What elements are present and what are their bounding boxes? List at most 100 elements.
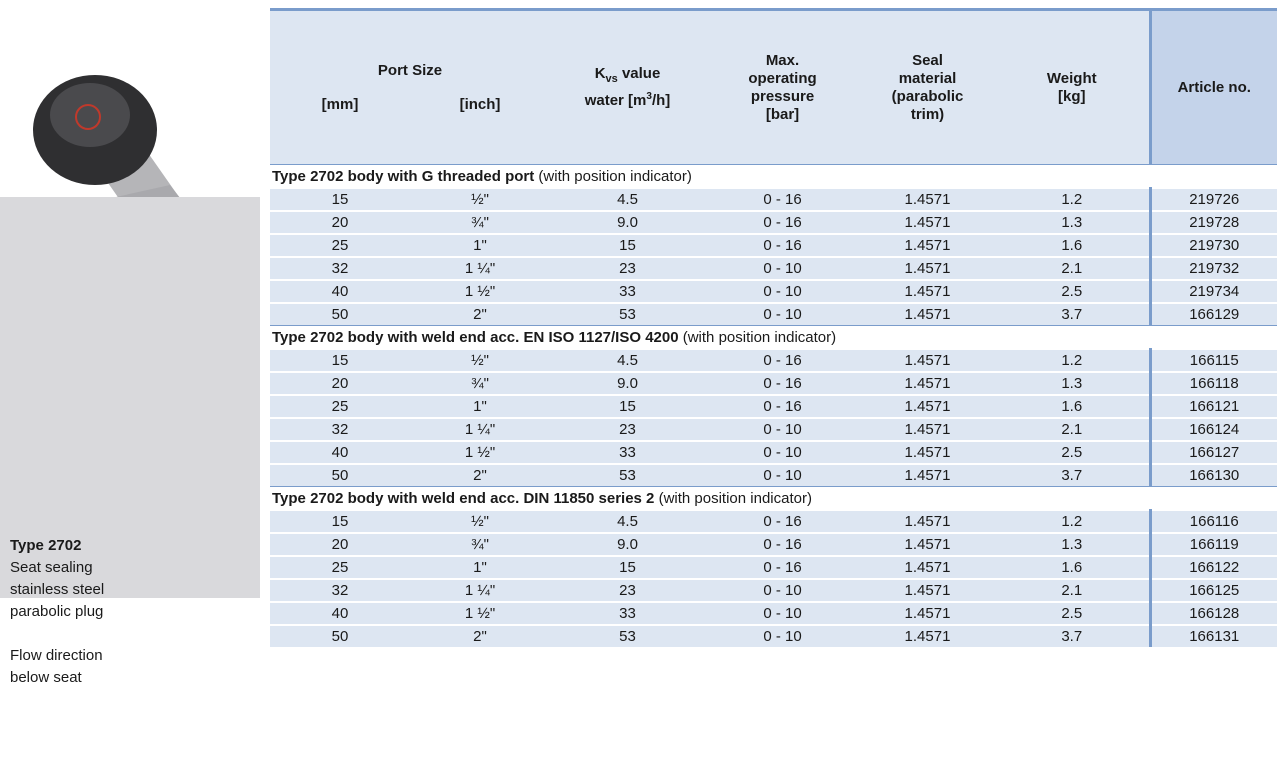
- cell: 1.4571: [860, 555, 995, 579]
- cell: 50: [270, 302, 410, 326]
- header-text: Port Size: [377, 61, 443, 79]
- cell: 166119: [1148, 532, 1277, 556]
- cell: 0 - 10: [705, 578, 860, 602]
- section-row: Type 2702 body with G threaded port (wit…: [270, 164, 1277, 189]
- product-panel: Type 2702 Seat sealing stainless steel par…: [0, 197, 260, 686]
- description-line: parabolic plug: [10, 603, 104, 620]
- data-row: 25 1" 15 0 - 16 1.4571 1.6 166122: [270, 555, 1277, 579]
- section-note: (with position indicator): [654, 489, 812, 507]
- weight-header: Weight [kg]: [995, 8, 1150, 165]
- cell: 32: [270, 256, 410, 280]
- cell: ½": [410, 348, 550, 372]
- cell: 1.6: [995, 233, 1150, 257]
- cell: 1.4571: [860, 233, 995, 257]
- cell: 15: [550, 394, 705, 418]
- cell: 15: [550, 233, 705, 257]
- cell: 219730: [1148, 233, 1277, 257]
- cell: 2": [410, 624, 550, 647]
- header-text: Max.: [765, 51, 800, 69]
- cell: 166125: [1148, 578, 1277, 602]
- description-line: Flow direction: [10, 647, 103, 664]
- section-row: Type 2702 body with weld end acc. EN ISO…: [270, 325, 1277, 350]
- cell: 166124: [1148, 417, 1277, 441]
- cell: 20: [270, 210, 410, 234]
- cell: 4.5: [550, 348, 705, 372]
- cell: 166116: [1148, 509, 1277, 533]
- data-row: 32 1 ¼" 23 0 - 10 1.4571 2.1 166124: [270, 417, 1277, 441]
- cell: 1 ¼": [410, 578, 550, 602]
- description-line: stainless steel: [10, 581, 105, 598]
- cell: 166127: [1148, 440, 1277, 464]
- cell: 1.2: [995, 187, 1150, 211]
- cell: 32: [270, 578, 410, 602]
- cell: 1 ½": [410, 279, 550, 303]
- cell: 1": [410, 394, 550, 418]
- header-text: [bar]: [765, 105, 800, 123]
- header-text: trim): [910, 105, 945, 123]
- cell: 0 - 10: [705, 256, 860, 280]
- product-title: Type 2702: [10, 537, 82, 554]
- data-row: 32 1 ¼" 23 0 - 10 1.4571 2.1 166125: [270, 578, 1277, 602]
- cell: 166131: [1148, 624, 1277, 647]
- header-text: Weight: [1046, 69, 1097, 87]
- cell: 1.4571: [860, 440, 995, 464]
- cell: 1.6: [995, 394, 1150, 418]
- cell: 1.4571: [860, 532, 995, 556]
- cell: 53: [550, 624, 705, 647]
- header-text: water [m: [584, 92, 647, 109]
- cell: 1.6: [995, 555, 1150, 579]
- cell: 1.4571: [860, 210, 995, 234]
- cell: 53: [550, 463, 705, 487]
- cell: 23: [550, 256, 705, 280]
- cell: 1.4571: [860, 578, 995, 602]
- data-row: 20 ¾" 9.0 0 - 16 1.4571 1.3 166119: [270, 532, 1277, 556]
- cell: 166118: [1148, 371, 1277, 395]
- cell: 0 - 16: [705, 532, 860, 556]
- cell: 50: [270, 624, 410, 647]
- section-name: Type 2702 body with weld end acc. DIN 11…: [272, 489, 655, 507]
- seal-header: Seal material (parabolic trim): [860, 8, 995, 165]
- cell: 3.7: [995, 463, 1150, 487]
- cell: ¾": [410, 210, 550, 234]
- data-row: 15 ½" 4.5 0 - 16 1.4571 1.2 219726: [270, 187, 1277, 211]
- cell: 53: [550, 302, 705, 326]
- cell: 23: [550, 578, 705, 602]
- data-row: 40 1 ½" 33 0 - 10 1.4571 2.5 219734: [270, 279, 1277, 303]
- header-text: K: [594, 65, 606, 82]
- section-name: Type 2702 body with G threaded port: [272, 167, 535, 185]
- data-row: 32 1 ¼" 23 0 - 10 1.4571 2.1 219732: [270, 256, 1277, 280]
- cell: 1.3: [995, 532, 1150, 556]
- cell: 1.3: [995, 210, 1150, 234]
- cell: 15: [270, 509, 410, 533]
- data-row: 25 1" 15 0 - 16 1.4571 1.6 219730: [270, 233, 1277, 257]
- cell: 0 - 16: [705, 509, 860, 533]
- product-description: Seat sealing stainless steel parabolic plu…: [10, 557, 104, 689]
- cell: 2.5: [995, 279, 1150, 303]
- header-text: [mm]: [321, 95, 359, 113]
- cell: 1.2: [995, 348, 1150, 372]
- cell: 2.1: [995, 417, 1150, 441]
- cell: 15: [550, 555, 705, 579]
- data-row: 15 ½" 4.5 0 - 16 1.4571 1.2 166116: [270, 509, 1277, 533]
- cell: 1.4571: [860, 348, 995, 372]
- port-size-header: Port Size [mm] [inch]: [270, 8, 550, 165]
- header-text: (parabolic: [891, 87, 964, 105]
- section-row: Type 2702 body with weld end acc. DIN 11…: [270, 486, 1277, 511]
- cell: 2.1: [995, 256, 1150, 280]
- cell: 1 ½": [410, 601, 550, 625]
- header-text: value: [617, 65, 661, 82]
- cell: 23: [550, 417, 705, 441]
- cell: 25: [270, 555, 410, 579]
- cell: 1 ¼": [410, 256, 550, 280]
- header-text: [inch]: [459, 95, 501, 113]
- data-row: 15 ½" 4.5 0 - 16 1.4571 1.2 166115: [270, 348, 1277, 372]
- cell: 40: [270, 601, 410, 625]
- cell: 40: [270, 440, 410, 464]
- cell: 3.7: [995, 302, 1150, 326]
- cell: 33: [550, 279, 705, 303]
- cell: 33: [550, 440, 705, 464]
- cell: 2.5: [995, 601, 1150, 625]
- cell: 1.2: [995, 509, 1150, 533]
- cell: 1 ¼": [410, 417, 550, 441]
- cell: 15: [270, 187, 410, 211]
